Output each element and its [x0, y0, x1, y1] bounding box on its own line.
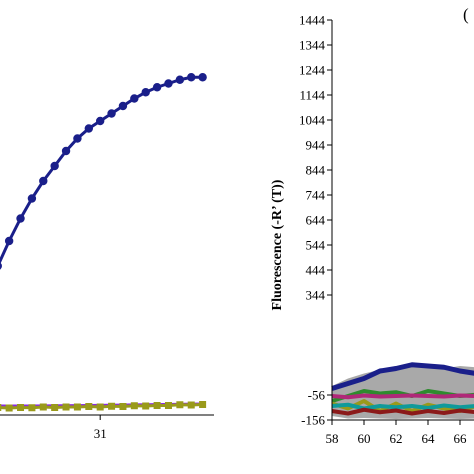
left-series-0-point-2: [0, 262, 2, 270]
right-y-tick-label-2: 1244: [299, 63, 326, 78]
panel-letter: (: [463, 5, 469, 24]
left-series-0-point-15: [141, 88, 150, 97]
right-y-tick-label-1: 1344: [299, 38, 326, 53]
right-x-tick-label-4: 66: [454, 431, 468, 446]
left-series-0-point-3: [4, 236, 14, 246]
left-series-0-point-4: [16, 214, 25, 223]
left-series-0-point-10: [84, 124, 94, 133]
left-series-2-point-15: [142, 402, 150, 410]
left-series-2-point-16: [153, 402, 161, 409]
left-series-2-point-9: [73, 403, 81, 411]
right-series-line-3: [331, 393, 474, 400]
left-series-0-point-18: [175, 75, 185, 84]
right-y-tick-label-3: 1144: [299, 88, 325, 103]
right-x-tick-label-0: 58: [326, 431, 339, 446]
left-series-2-point-7: [51, 404, 59, 411]
left-series-2-point-5: [28, 404, 36, 412]
left-series-2-point-3: [5, 404, 13, 412]
left-series-2-point-17: [164, 402, 172, 409]
left-series-2-point-11: [96, 403, 104, 411]
right-series-line-0: [331, 362, 474, 391]
right-y-tick-label-13: -156: [301, 413, 325, 428]
right-y-ticks: 1444 1344 1244 1144 1044 944 844 744 644 544 444 34…: [299, 13, 332, 428]
right-y-tick-label-9: 544: [306, 238, 326, 253]
right-y-tick-label-11: 344: [306, 288, 326, 303]
right-y-tick-label-6: 844: [306, 163, 326, 178]
left-x-tick-label-0: 31: [94, 426, 107, 441]
right-x-ticks: 58 60 62 64 66: [326, 420, 468, 446]
left-series-2-point-8: [62, 403, 70, 411]
left-series-2-point-2: [0, 404, 2, 411]
right-y-tick-label-0: 1444: [299, 13, 326, 28]
left-series-2-point-10: [85, 403, 93, 410]
left-series-0-point-6: [39, 176, 48, 186]
left-series-0-point-14: [130, 94, 139, 103]
left-series-2-point-12: [108, 402, 116, 410]
right-panel: 1444 1344 1244 1144 1044 944 844 744 644 544 444 34…: [270, 5, 474, 446]
right-y-tick-label-4: 1044: [299, 113, 326, 128]
left-series-2-point-18: [176, 401, 184, 409]
right-y-tick-label-5: 944: [306, 138, 326, 153]
right-y-tick-label-7: 744: [306, 188, 326, 203]
left-series-2-point-4: [17, 404, 25, 411]
left-x-ticks: 31: [94, 415, 107, 441]
left-series-0-point-19: [187, 73, 196, 82]
left-series-0-point-8: [61, 146, 71, 156]
right-x-tick-label-2: 62: [390, 431, 403, 446]
left-series-0-point-13: [118, 101, 128, 111]
left-series-2-point-14: [130, 402, 138, 410]
right-y-tick-label-8: 644: [306, 213, 326, 228]
left-series-2-point-20: [199, 401, 207, 408]
right-x-tick-label-1: 60: [358, 431, 371, 446]
right-series-line-5: [331, 407, 474, 416]
left-series-0-point-7: [50, 161, 59, 171]
left-series-2-point-13: [119, 403, 127, 410]
right-series-line-4: [331, 402, 474, 411]
left-series-0-point-5: [27, 194, 37, 203]
left-series-0-point-12: [107, 109, 116, 118]
left-series-0-point-11: [95, 116, 105, 126]
right-y-tick-label-12: -56: [308, 388, 326, 403]
left-series-0-point-20: [198, 73, 207, 82]
left-series-group: [0, 73, 207, 412]
left-series-0-point-17: [164, 79, 173, 88]
left-series-0-point-9: [73, 134, 82, 143]
left-series-2-point-6: [39, 403, 47, 411]
left-series-0-point-16: [152, 83, 162, 92]
right-y-tick-label-10: 444: [306, 263, 326, 278]
right-y-axis-label: Fluorescence (-R’ (T)): [270, 179, 285, 310]
right-x-tick-label-3: 64: [422, 431, 436, 446]
left-panel: 31: [0, 73, 214, 441]
right-series-group: [331, 362, 474, 416]
left-series-2-point-19: [187, 401, 195, 409]
